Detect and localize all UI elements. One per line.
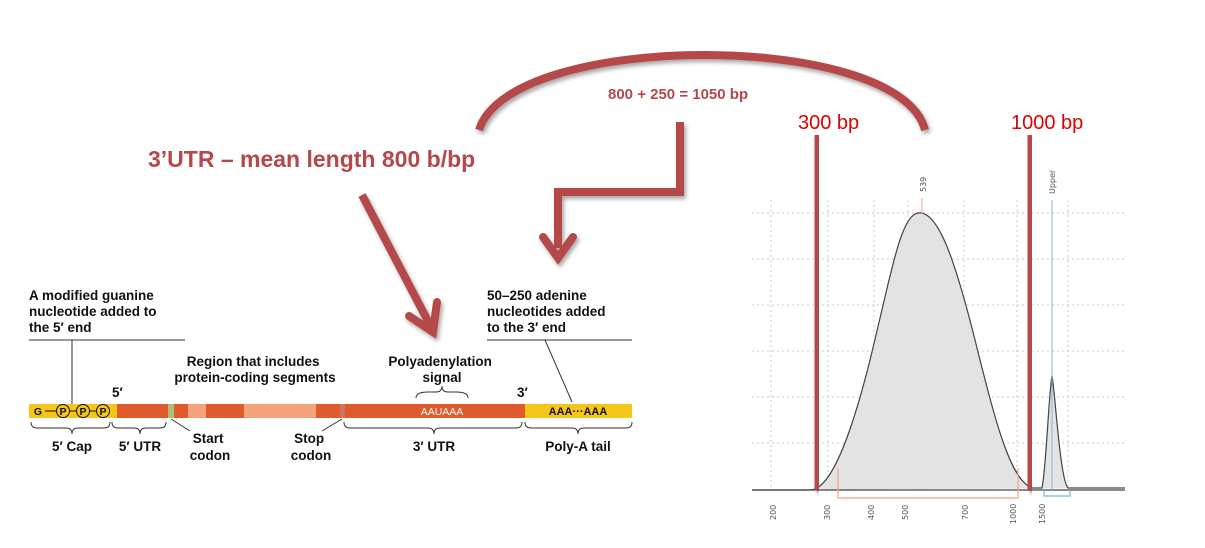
five-prime-label: 5′ (112, 385, 123, 400)
cap-label: 5′ Cap (52, 439, 92, 454)
marker-300-label: 300 bp (798, 112, 859, 134)
stop-codon-label: Stop codon (291, 431, 332, 463)
polyA-label: Poly-A tail (545, 439, 611, 454)
x-tick-label: 200 (769, 505, 778, 520)
x-tick-label: 300 (823, 505, 832, 520)
utr5-label: 5′ UTR (119, 439, 161, 454)
elbow-arrow (539, 122, 684, 265)
marker-1000-line (1024, 134, 1035, 491)
strand-body (117, 404, 525, 418)
x-tick-label: 400 (867, 505, 876, 520)
sum-label: 800 + 250 = 1050 bp (608, 86, 748, 103)
adenine-note: 50–250 adenine nucleotides added to the … (487, 288, 609, 335)
peak-label-upper: Upper (1048, 169, 1057, 194)
start-codon-label: Start codon (190, 431, 231, 463)
coding-light-1 (188, 404, 206, 418)
polyA-segment (525, 404, 632, 418)
x-tick-labels: 200 300 400 500 700 1000 1500 (769, 504, 1047, 524)
polyA-sequence: AAA···AAA (549, 406, 608, 418)
x-tick-label: 1500 (1038, 504, 1047, 524)
sum-arc (475, 51, 929, 132)
start-codon-mark (168, 404, 174, 418)
peak-label-539: 539 (919, 177, 928, 192)
x-tick-label: 1000 (1009, 504, 1018, 524)
x-tick-label: 700 (961, 505, 970, 520)
coding-note: Region that includes protein-coding segm… (174, 354, 335, 385)
electropherogram: 539 Upper 200 300 400 500 700 1000 1500 (752, 134, 1125, 524)
marker-300-line (811, 134, 822, 491)
mrna-diagram: A modified guanine nucleotide added to t… (29, 288, 633, 463)
svg-text:P: P (99, 406, 106, 418)
marker-1000-label: 1000 bp (1011, 112, 1083, 134)
signal-sequence: AAUAAA (421, 406, 464, 418)
main-peak-bracket (837, 468, 1019, 499)
bottom-braces (30, 418, 633, 435)
three-prime-label: 3′ (517, 385, 528, 400)
upper-peak-bracket (1043, 490, 1071, 497)
polyA-signal-note: Polyadenylation signal (388, 354, 495, 385)
stop-codon-mark (340, 404, 345, 418)
diagonal-arrow (358, 193, 441, 339)
cap-structure: G P P P (34, 404, 110, 418)
cap-note: A modified guanine nucleotide added to t… (29, 288, 160, 335)
x-tick-label: 500 (901, 505, 910, 520)
utr3-label: 3′ UTR (413, 439, 455, 454)
svg-text:G: G (34, 406, 42, 418)
svg-text:P: P (59, 406, 66, 418)
coding-light-2 (244, 404, 316, 418)
svg-text:P: P (79, 406, 86, 418)
headline-text: 3’UTR – mean length 800 b/bp (148, 146, 475, 172)
